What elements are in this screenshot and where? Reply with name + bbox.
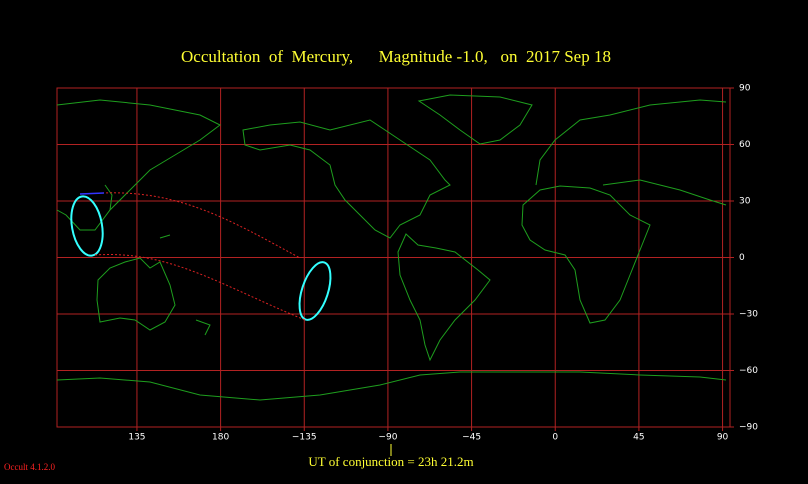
version-label: Occult 4.1.2.0 xyxy=(4,462,55,472)
x-tick-label: 0 xyxy=(552,433,558,443)
x-tick-label: −90 xyxy=(378,433,397,443)
y-tick-label: 0 xyxy=(739,253,745,263)
conjunction-time: UT of conjunction = 23h 21.2m xyxy=(308,454,473,469)
x-tick-label: 135 xyxy=(128,433,145,443)
x-tick-label: 45 xyxy=(633,433,644,443)
path-limit xyxy=(101,192,301,259)
x-tick-label: −135 xyxy=(292,433,317,443)
occultation-zone xyxy=(298,261,332,321)
x-tick-label: 180 xyxy=(212,433,229,443)
y-tick-label: 60 xyxy=(739,140,751,150)
path-segment xyxy=(79,192,105,195)
y-tick-label: 90 xyxy=(739,84,751,94)
y-tick-label: −30 xyxy=(739,310,758,320)
y-tick-label: −90 xyxy=(739,423,758,433)
x-tick-label: 90 xyxy=(717,433,729,443)
path-limit xyxy=(94,254,306,321)
occultation-zone xyxy=(70,195,104,257)
x-tick-label: −45 xyxy=(462,433,481,443)
coastlines xyxy=(56,94,727,401)
title: Occultation of Mercury, Magnitude -1.0, … xyxy=(181,47,611,66)
y-tick-label: 30 xyxy=(739,197,751,207)
y-tick-label: −60 xyxy=(739,366,758,376)
